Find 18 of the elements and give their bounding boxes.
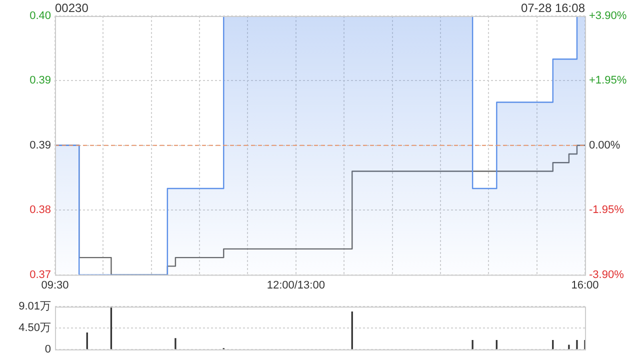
x-tick-label: 12:00/13:00 [266, 279, 325, 292]
chart-subtitle: 07-28 16:08 [520, 1, 585, 15]
y2-tick-label: -3.90% [589, 268, 624, 281]
y-tick-label: 0.38 [30, 204, 51, 216]
x-tick-label: 16:00 [571, 279, 599, 292]
y2-tick-label: 0.00% [589, 139, 620, 152]
y-tick-label: 0.40 [30, 10, 51, 22]
y-tick-label: 0.39 [30, 74, 51, 87]
y-tick-label: 0.39 [30, 139, 51, 152]
y-tick-label: 0 [44, 343, 51, 356]
y2-tick-label: -1.95% [589, 204, 624, 216]
y2-tick-label: +3.90% [589, 10, 627, 22]
y-tick-label: 4.50万 [18, 322, 51, 334]
y-tick-label: 0.37 [30, 268, 51, 281]
x-tick-label: 09:30 [41, 279, 69, 292]
chart-title: 00230 [55, 1, 88, 15]
y2-tick-label: +1.95% [589, 74, 627, 87]
y-tick-label: 9.01万 [18, 300, 51, 313]
